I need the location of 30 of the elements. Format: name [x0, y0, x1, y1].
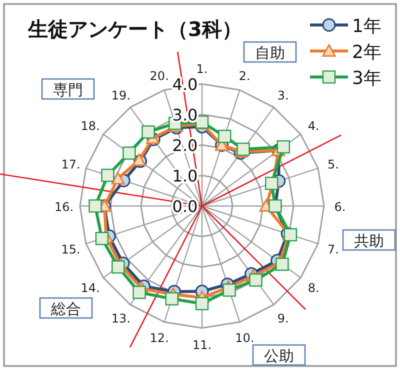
spoke-label: 8. — [308, 281, 320, 296]
spoke-label: 13. — [111, 312, 130, 326]
spoke-label: 3. — [277, 88, 289, 102]
spoke-label: 5. — [328, 157, 339, 172]
legend-label: 1年 — [352, 16, 382, 37]
text: 自助 — [255, 44, 285, 62]
text: 共助 — [354, 232, 384, 250]
text: 公助 — [264, 347, 294, 365]
spoke-label: 7. — [328, 242, 339, 257]
text: 専門 — [53, 81, 83, 99]
spoke-label: 4. — [308, 118, 320, 133]
spoke-label: 14. — [80, 281, 100, 296]
spoke-label: 9. — [277, 312, 289, 326]
spoke-label: 11. — [192, 338, 212, 352]
spoke-label: 18. — [80, 118, 100, 133]
chart-title: 生徒アンケート（3科） — [27, 17, 242, 41]
spoke-label: 1. — [196, 62, 208, 76]
spoke-label: 20. — [150, 68, 169, 83]
spoke-label: 12. — [150, 331, 169, 346]
y-tick-label: 1.0 — [172, 166, 198, 186]
spoke-label: 16. — [54, 200, 74, 214]
spoke-label: 19. — [111, 88, 130, 102]
legend-label: 2年 — [352, 42, 382, 63]
text: 総合 — [50, 300, 81, 318]
spoke-label: 6. — [334, 200, 346, 214]
spoke-label: 2. — [238, 68, 250, 83]
spoke-label: 17. — [61, 157, 80, 172]
spoke-label: 10. — [235, 331, 254, 346]
legend-label: 3年 — [352, 68, 382, 89]
spoke-label: 15. — [61, 242, 80, 257]
